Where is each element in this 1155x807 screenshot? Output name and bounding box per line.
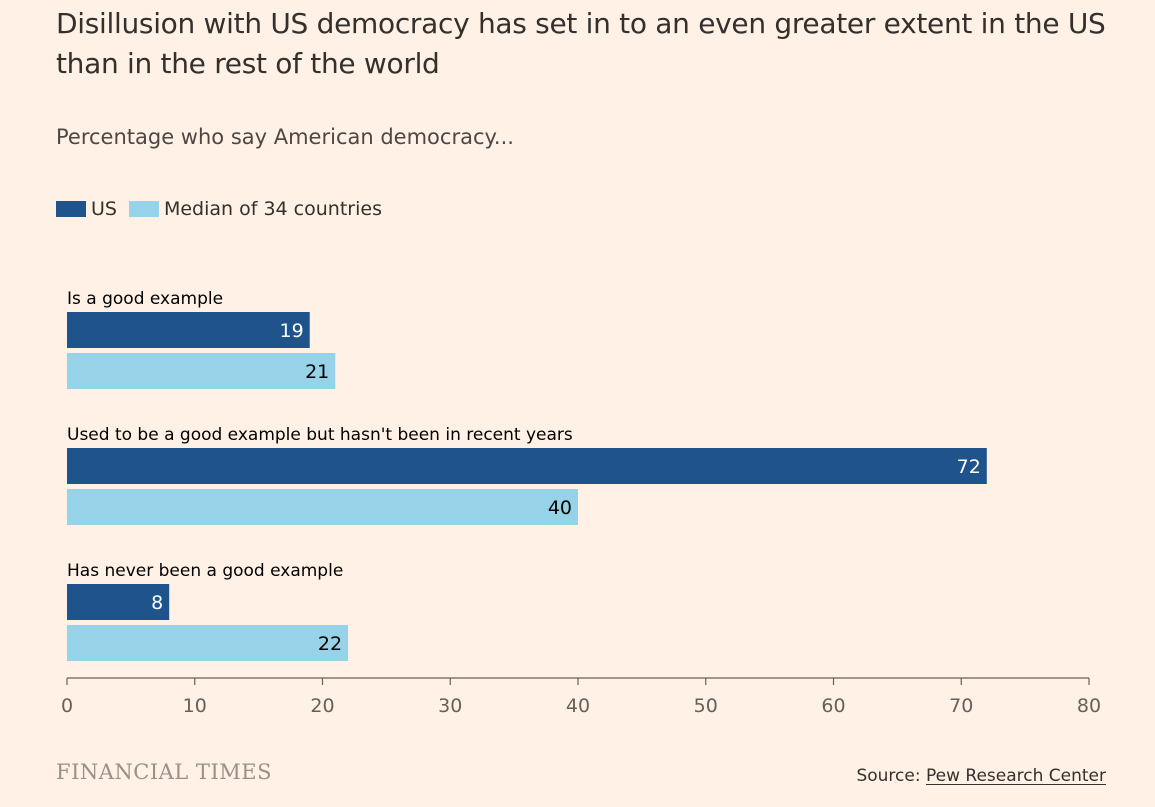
x-tick-label: 60 <box>821 695 845 717</box>
chart-subtitle: Percentage who say American democracy... <box>56 125 514 149</box>
category-label: Is a good example <box>67 289 223 309</box>
legend-label-us: US <box>91 198 117 220</box>
x-tick-label: 30 <box>438 695 462 717</box>
ft-logo: FINANCIAL TIMES <box>56 760 272 784</box>
data-label: 19 <box>280 320 304 342</box>
bar-us <box>67 448 987 484</box>
bar-median <box>67 353 336 389</box>
legend-label-median: Median of 34 countries <box>163 198 382 220</box>
legend-swatch-median <box>128 201 159 217</box>
source-note: Source: Pew Research Center <box>856 766 1106 786</box>
legend-item-us: US <box>56 198 117 220</box>
legend: US Median of 34 countries <box>56 196 394 222</box>
legend-item-median: Median of 34 countries <box>128 198 382 220</box>
source-link[interactable]: Pew Research Center <box>925 766 1106 786</box>
x-tick-label: 50 <box>694 695 718 717</box>
category-label: Used to be a good example but hasn't bee… <box>67 425 573 445</box>
chart-title: Disillusion with US democracy has set in… <box>56 7 1106 80</box>
x-tick-label: 40 <box>566 695 590 717</box>
x-tick-label: 10 <box>183 695 207 717</box>
x-tick-label: 0 <box>61 695 73 717</box>
x-tick-label: 20 <box>310 695 334 717</box>
data-label: 40 <box>548 497 572 519</box>
data-label: 72 <box>957 456 981 478</box>
x-tick-label: 80 <box>1077 695 1101 717</box>
category-label: Has never been a good example <box>67 561 343 581</box>
bar-median <box>67 489 578 525</box>
x-tick-label: 70 <box>949 695 973 717</box>
source-prefix: Source: <box>856 766 926 786</box>
bar-us <box>67 312 310 348</box>
data-label: 21 <box>305 361 329 383</box>
bar-median <box>67 625 349 661</box>
legend-swatch-us <box>56 201 86 217</box>
bar-us <box>67 584 170 620</box>
data-label: 8 <box>151 592 163 614</box>
data-label: 22 <box>318 633 342 655</box>
